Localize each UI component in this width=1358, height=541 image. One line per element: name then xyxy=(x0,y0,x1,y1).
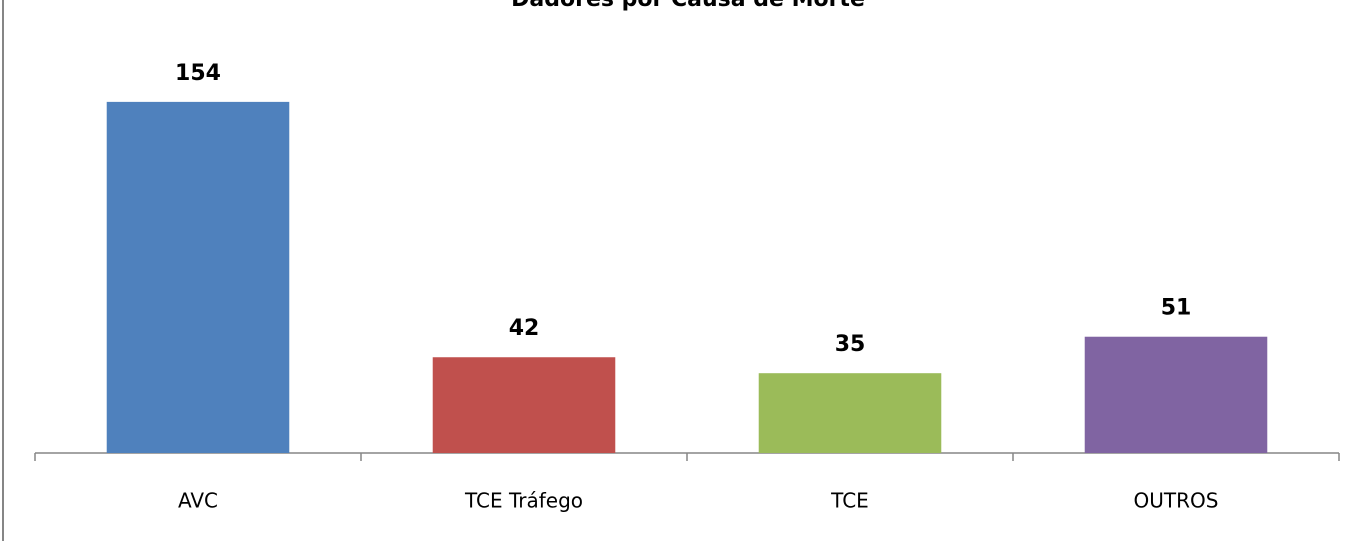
x-tick-label: TCE Tráfego xyxy=(464,489,583,513)
chart-title: Dadores por Causa de Morte xyxy=(511,0,865,12)
bar xyxy=(1084,336,1268,453)
bar xyxy=(432,357,616,453)
bar xyxy=(106,101,290,453)
data-label: 154 xyxy=(175,61,221,86)
data-label: 35 xyxy=(835,332,866,357)
x-tick-label: OUTROS xyxy=(1134,489,1219,513)
x-tick-label: TCE xyxy=(830,489,869,513)
bar xyxy=(758,373,942,453)
x-tick-label: AVC xyxy=(178,489,218,513)
data-label: 42 xyxy=(509,316,540,341)
data-label: 51 xyxy=(1161,296,1192,321)
